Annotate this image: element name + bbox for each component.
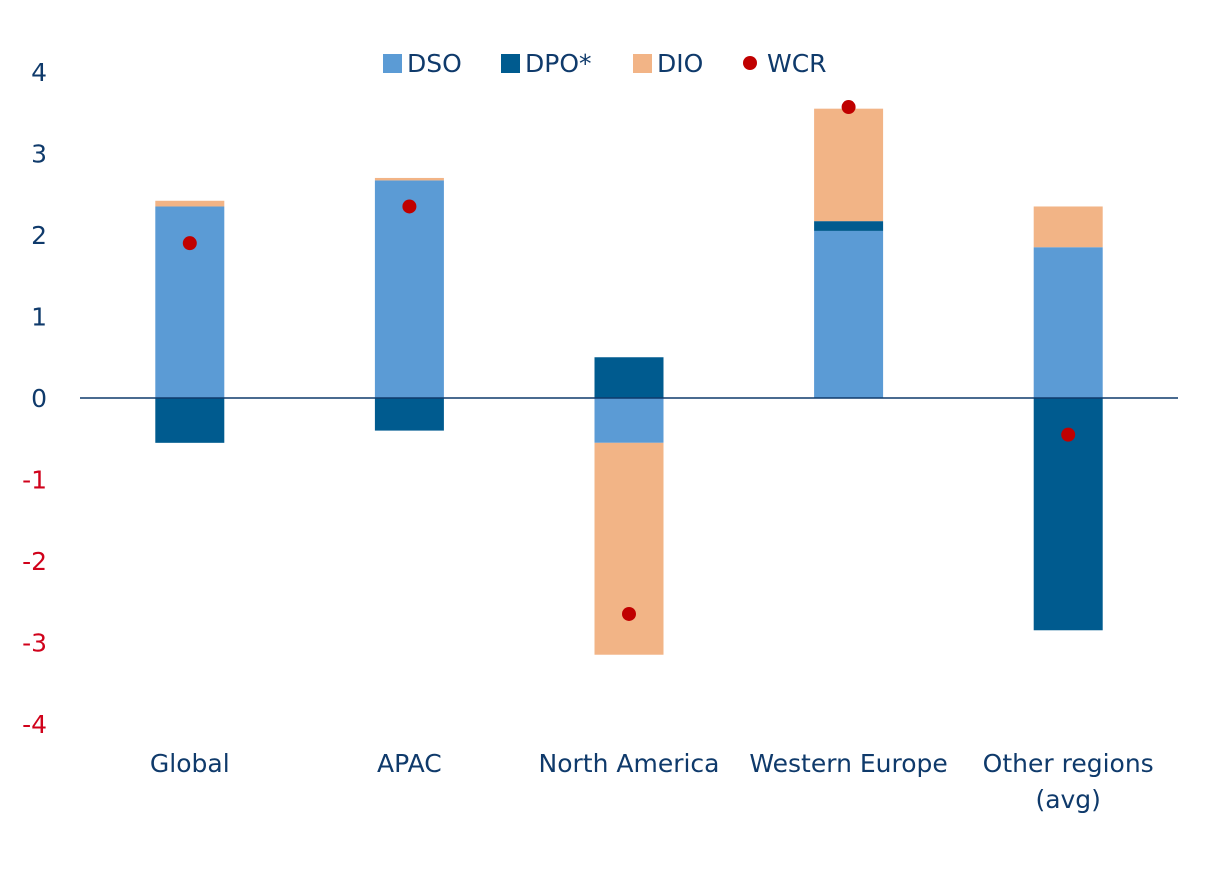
legend-swatch-dio — [633, 54, 652, 73]
x-category-line: Western Europe — [749, 749, 947, 778]
bar-dso-western-europe — [814, 230, 884, 398]
legend-label-dio: DIO — [657, 49, 703, 78]
legend-item-dio: DIO — [633, 49, 703, 78]
bar-dpo-global — [155, 398, 225, 443]
legend-label-wcr: WCR — [767, 49, 827, 78]
x-category-line: North America — [539, 749, 720, 778]
bar-dio-other-regions-avg — [1033, 206, 1103, 248]
y-tick-label-4: 4 — [31, 58, 47, 87]
x-category-label-apac: APAC — [377, 749, 442, 778]
bar-dpo-apac — [374, 398, 444, 431]
wcr-points — [182, 100, 1076, 621]
legend-item-wcr: WCR — [743, 49, 827, 78]
bar-dso-north-america — [594, 398, 664, 443]
y-tick-label-4: -4 — [22, 710, 47, 739]
point-wcr-global — [182, 236, 197, 251]
point-wcr-western-europe — [841, 100, 856, 115]
bar-dpo-western-europe — [814, 221, 884, 231]
x-axis: Global APAC North America Western Europe Oth… — [150, 749, 1154, 814]
bar-dio-apac — [374, 177, 444, 181]
bar-dso-apac — [374, 180, 444, 398]
bar-dpo-north-america — [594, 357, 664, 398]
legend-item-dpo: DPO* — [501, 49, 592, 78]
y-tick-label-3: 3 — [31, 140, 47, 169]
y-tick-label-2: 2 — [31, 221, 47, 250]
bar-dio-global — [155, 200, 225, 207]
point-wcr-north-america — [622, 606, 636, 621]
x-category-label-global: Global — [150, 749, 230, 778]
bar-dio-western-europe — [814, 108, 884, 222]
legend-label-dpo: DPO* — [525, 49, 592, 78]
x-category-label-other-regions-avg: Other regions (avg) — [983, 749, 1154, 814]
x-category-line: APAC — [377, 749, 442, 778]
y-tick-label-1: 1 — [31, 303, 47, 332]
legend-swatch-wcr — [743, 56, 757, 70]
bar-dso-other-regions-avg — [1033, 247, 1103, 398]
point-wcr-apac — [402, 199, 417, 214]
y-tick-label-0: 0 — [31, 384, 47, 413]
bar-dso-global — [155, 206, 225, 398]
y-tick-label-2: -2 — [22, 547, 47, 576]
x-category-line: Global — [150, 749, 230, 778]
legend-label-dso: DSO — [407, 49, 462, 78]
legend-swatch-dso — [383, 54, 402, 73]
y-tick-label-3: -3 — [22, 629, 47, 658]
y-axis: 4 3 2 1 0 -1 -2 -3 -4 — [22, 58, 47, 739]
bar-dio-north-america — [594, 442, 664, 655]
x-category-line: (avg) — [1035, 785, 1101, 814]
legend-item-dso: DSO — [383, 49, 462, 78]
x-category-label-western-europe: Western Europe — [749, 749, 947, 778]
bar-series — [155, 108, 1103, 655]
point-wcr-other-regions-avg — [1061, 427, 1076, 442]
legend-swatch-dpo — [501, 54, 520, 73]
x-category-label-north-america: North America — [539, 749, 720, 778]
y-tick-label-1: -1 — [22, 466, 47, 495]
x-category-line: Other regions — [983, 749, 1154, 778]
chart-legend: DSO DPO* DIO WCR — [383, 49, 827, 78]
